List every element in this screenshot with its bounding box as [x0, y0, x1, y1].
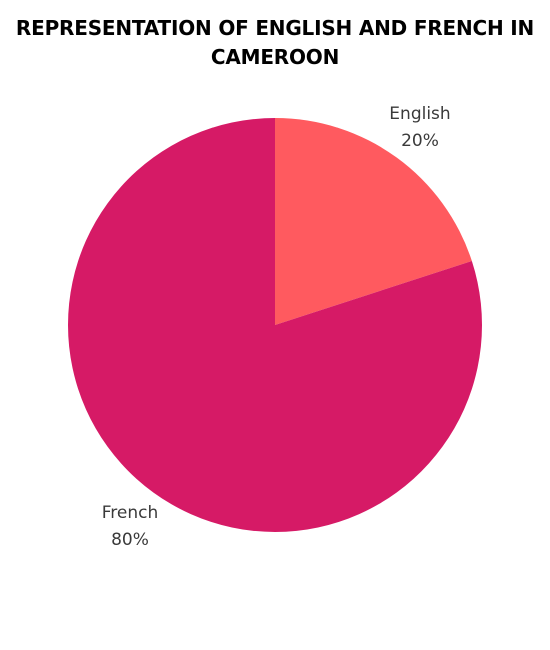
- chart-title: REPRESENTATION OF ENGLISH AND FRENCH IN …: [15, 16, 535, 69]
- pie-slice-english: [275, 118, 472, 325]
- slice-label-french: French: [102, 503, 159, 523]
- slice-label-english: English: [389, 104, 450, 124]
- slice-value-french: 80%: [111, 530, 149, 550]
- pie-slices: [67, 118, 482, 533]
- pie-slice-french: [67, 118, 482, 533]
- slice-value-english: 20%: [401, 131, 439, 151]
